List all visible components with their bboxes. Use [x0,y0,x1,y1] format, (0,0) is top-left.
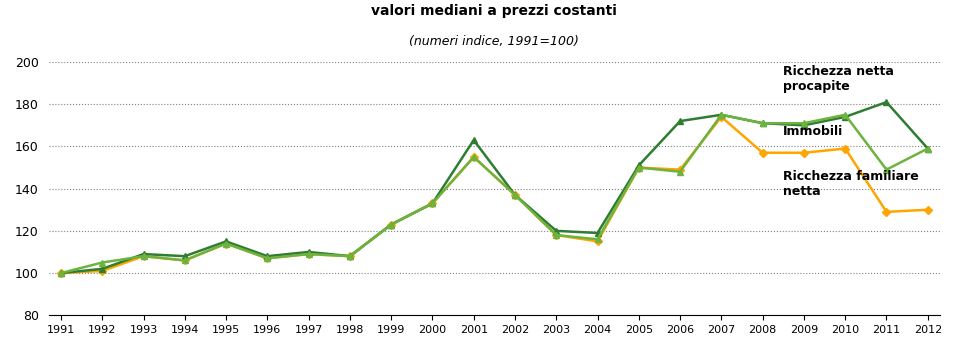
Text: Ricchezza netta
procapite: Ricchezza netta procapite [783,65,894,93]
Text: Ricchezza familiare
netta: Ricchezza familiare netta [783,170,919,198]
Text: valori mediani a prezzi costanti: valori mediani a prezzi costanti [372,4,617,18]
Text: (numeri indice, 1991=100): (numeri indice, 1991=100) [409,35,579,48]
Text: Immobili: Immobili [783,125,844,138]
